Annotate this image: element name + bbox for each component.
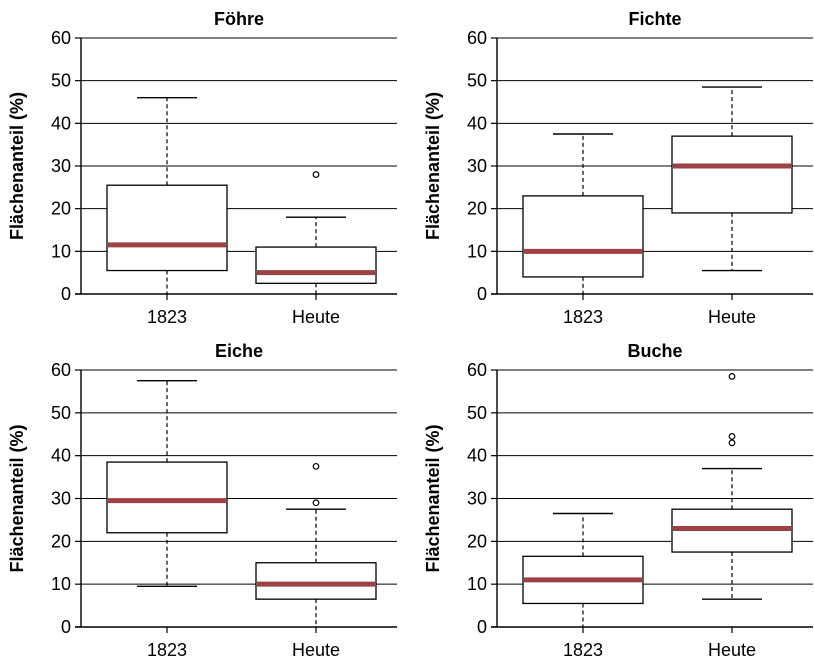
y-tick-label: 40 bbox=[467, 446, 487, 466]
x-tick-label: 1823 bbox=[147, 640, 187, 660]
iqr-box bbox=[671, 135, 793, 214]
y-tick-label: 40 bbox=[467, 113, 487, 133]
panel-title: Föhre bbox=[214, 9, 264, 29]
y-tick-label: 30 bbox=[51, 156, 71, 176]
y-tick-label: 40 bbox=[51, 113, 71, 133]
x-tick-label: Heute bbox=[292, 640, 340, 660]
x-tick-label: Heute bbox=[708, 307, 756, 327]
y-tick-label: 60 bbox=[51, 28, 71, 48]
y-tick-label: 10 bbox=[51, 574, 71, 594]
box-0 bbox=[522, 133, 644, 294]
y-tick-label: 50 bbox=[467, 71, 487, 91]
y-tick-label: 20 bbox=[51, 531, 71, 551]
box-0 bbox=[106, 380, 228, 588]
outlier-point bbox=[312, 499, 320, 507]
y-tick-label: 30 bbox=[467, 156, 487, 176]
x-tick-label: 1823 bbox=[563, 307, 603, 327]
y-axis-label: Flächenanteil (%) bbox=[7, 424, 27, 572]
outlier-point bbox=[728, 432, 736, 440]
y-tick-label: 50 bbox=[467, 403, 487, 423]
panel-1: 0 10 20 30 40 50 60 Fichte Flächenanteil (%) 1823… bbox=[423, 9, 813, 327]
box-1 bbox=[671, 86, 793, 272]
box-1 bbox=[255, 462, 377, 627]
y-tick-label: 40 bbox=[51, 446, 71, 466]
y-tick-label: 60 bbox=[467, 360, 487, 380]
outlier-point bbox=[728, 373, 736, 380]
outlier-point bbox=[312, 462, 320, 470]
y-tick-label: 20 bbox=[467, 531, 487, 551]
box-1 bbox=[671, 373, 793, 600]
box-0 bbox=[522, 512, 644, 627]
x-tick-label: Heute bbox=[708, 640, 756, 660]
iqr-box bbox=[255, 246, 377, 284]
y-tick-label: 0 bbox=[477, 284, 487, 304]
iqr-box bbox=[106, 184, 228, 272]
iqr-box bbox=[522, 195, 644, 278]
box-1 bbox=[255, 171, 377, 294]
box-0 bbox=[106, 97, 228, 294]
iqr-box bbox=[255, 562, 377, 600]
y-axis-label: Flächenanteil (%) bbox=[7, 92, 27, 240]
y-tick-label: 50 bbox=[51, 71, 71, 91]
outlier-point bbox=[728, 439, 736, 447]
y-tick-label: 20 bbox=[51, 199, 71, 219]
panel-2: 0 10 20 30 40 50 60 Eiche Flächenanteil (%) 1823 H… bbox=[7, 341, 397, 660]
y-tick-label: 30 bbox=[467, 489, 487, 509]
panel-0: 0 10 20 30 40 50 60 Föhre Flächenanteil (%) 1823 H… bbox=[7, 9, 397, 327]
outlier-point bbox=[312, 171, 320, 178]
y-tick-label: 0 bbox=[61, 617, 71, 637]
y-tick-label: 10 bbox=[51, 241, 71, 261]
x-tick-label: 1823 bbox=[563, 640, 603, 660]
y-tick-label: 10 bbox=[467, 241, 487, 261]
panel-title: Fichte bbox=[628, 9, 681, 29]
y-tick-label: 60 bbox=[467, 28, 487, 48]
y-tick-label: 10 bbox=[467, 574, 487, 594]
y-tick-label: 60 bbox=[51, 360, 71, 380]
y-tick-label: 0 bbox=[477, 617, 487, 637]
y-tick-label: 0 bbox=[61, 284, 71, 304]
y-tick-label: 30 bbox=[51, 489, 71, 509]
x-tick-label: Heute bbox=[292, 307, 340, 327]
x-tick-label: 1823 bbox=[147, 307, 187, 327]
iqr-box bbox=[106, 461, 228, 534]
y-tick-label: 20 bbox=[467, 199, 487, 219]
panel-3: 0 10 20 30 40 50 60 Buche Flächenanteil (%) 1823 H… bbox=[423, 341, 813, 660]
panel-title: Eiche bbox=[215, 341, 263, 361]
panel-title: Buche bbox=[627, 341, 682, 361]
y-tick-label: 50 bbox=[51, 403, 71, 423]
y-axis-label: Flächenanteil (%) bbox=[423, 92, 443, 240]
y-axis-label: Flächenanteil (%) bbox=[423, 424, 443, 572]
